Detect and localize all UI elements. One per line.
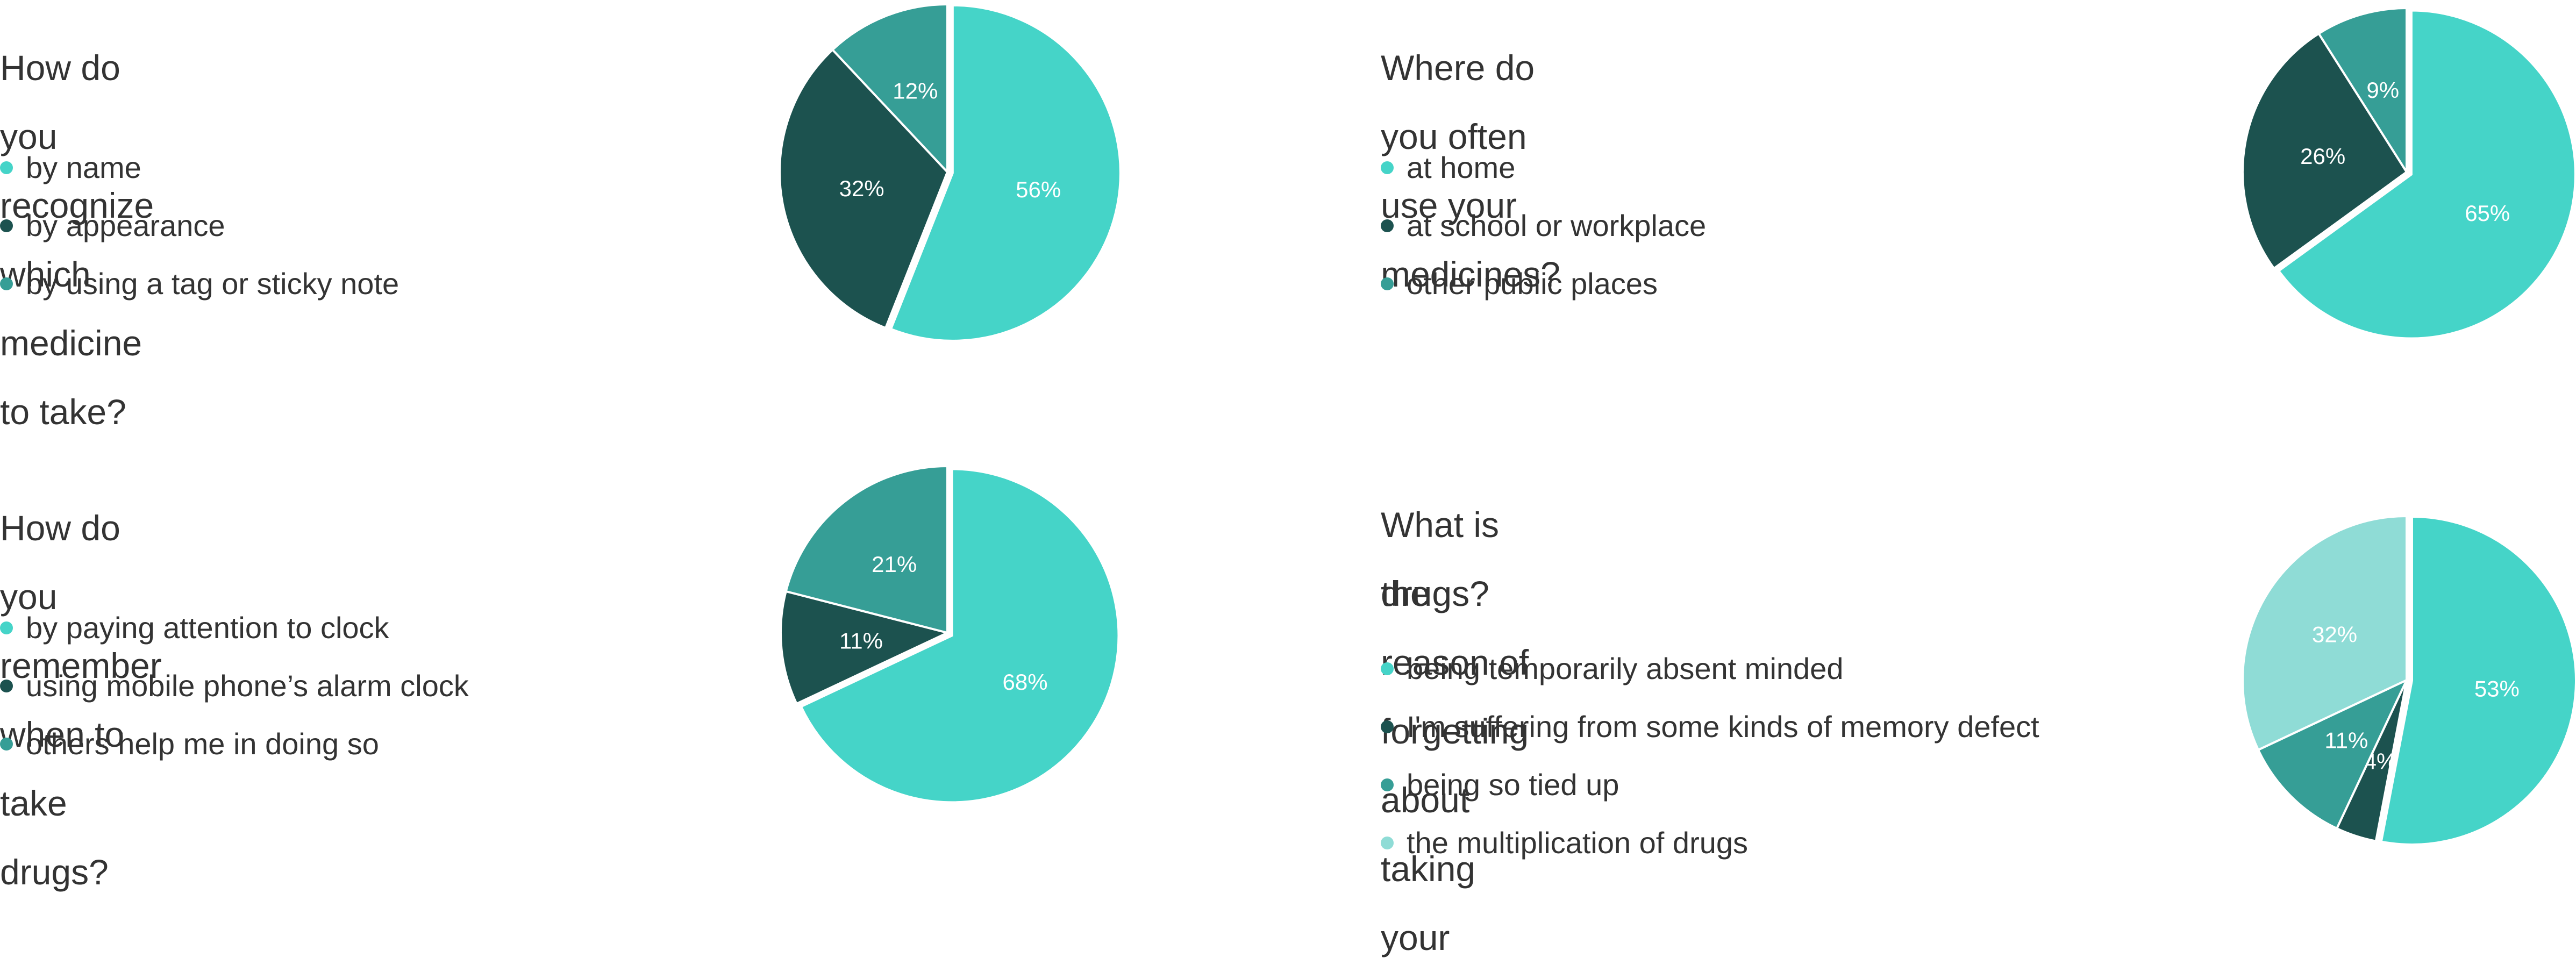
legend-label: at school or workplace <box>1407 209 1707 242</box>
slice-data-label: 32% <box>2312 622 2357 647</box>
pie-slice <box>831 3 948 175</box>
pie-slice <box>2317 6 2408 176</box>
chart-title-line-2: drugs? <box>1381 574 1489 613</box>
pie-slice <box>800 468 1120 804</box>
legend-swatch <box>0 680 13 692</box>
legend-label: others help me in doing so <box>26 727 379 761</box>
slice-data-label: 53% <box>2474 676 2520 701</box>
legend-label: being temporarily absent minded <box>1407 652 1844 685</box>
slice-data-label: 11% <box>2324 728 2368 753</box>
pie-slice <box>784 464 948 634</box>
legend-label: using mobile phone’s alarm clock <box>26 669 469 703</box>
legend-label: by appearance <box>26 209 225 242</box>
legend-swatch <box>1381 219 1394 232</box>
legend-label: by paying attention to clock <box>26 611 389 645</box>
pie-chart: 68% 11% 21% <box>780 464 1120 804</box>
slice-data-label: 9% <box>2366 77 2399 103</box>
legend-label: by name <box>26 151 141 184</box>
legend-label: I'm suffering from some kinds of memory … <box>1407 710 2039 744</box>
slice-data-label: 12% <box>893 78 938 104</box>
slice-data-label: 11% <box>839 628 883 654</box>
pie-slice <box>2277 9 2576 340</box>
pie-slice <box>2242 32 2408 270</box>
legend-swatch <box>0 219 13 232</box>
legend-swatch <box>0 738 13 751</box>
slice-data-label: 32% <box>839 176 884 201</box>
slice-data-label: 65% <box>2465 201 2510 226</box>
legend-swatch <box>0 277 13 290</box>
legend-swatch <box>1381 720 1394 733</box>
legend-swatch <box>1381 837 1394 849</box>
legend-swatch <box>1381 161 1394 174</box>
pie-chart: 53%4%11%32% <box>2242 514 2576 846</box>
pie-chart: 56% 32% 12% <box>779 3 1122 342</box>
pie-slice <box>2380 515 2576 846</box>
chart-title: How do you remember when to take drugs? <box>0 508 162 892</box>
slice-data-label: 21% <box>872 552 917 577</box>
slice-data-label: 26% <box>2300 144 2345 169</box>
legend-label: other public places <box>1407 267 1658 301</box>
slice-data-label: 68% <box>1003 669 1048 695</box>
slice-data-label: 56% <box>1016 177 1061 202</box>
chart-title: Where do you often use your medicines? <box>1381 48 1560 294</box>
legend-swatch <box>0 621 13 634</box>
pie-chart: 65% 26% 9% <box>2242 6 2576 340</box>
legend-swatch <box>0 161 13 174</box>
pie-slice <box>889 4 1122 342</box>
pie-slice <box>780 590 951 705</box>
legend-swatch <box>1381 662 1394 675</box>
legend-swatch <box>1381 277 1394 290</box>
pie-slice <box>2257 677 2409 830</box>
pie-slice <box>779 48 949 330</box>
pie-slice <box>2242 514 2408 752</box>
chart-title: How do you recognize which medicine to t… <box>0 48 154 432</box>
legend-label: at home <box>1407 151 1516 184</box>
legend-label: being so tied up <box>1407 768 1619 802</box>
legend-swatch <box>1381 778 1394 791</box>
legend-label: by using a tag or sticky note <box>26 267 399 301</box>
legend-label: the multiplication of drugs <box>1407 826 1749 860</box>
